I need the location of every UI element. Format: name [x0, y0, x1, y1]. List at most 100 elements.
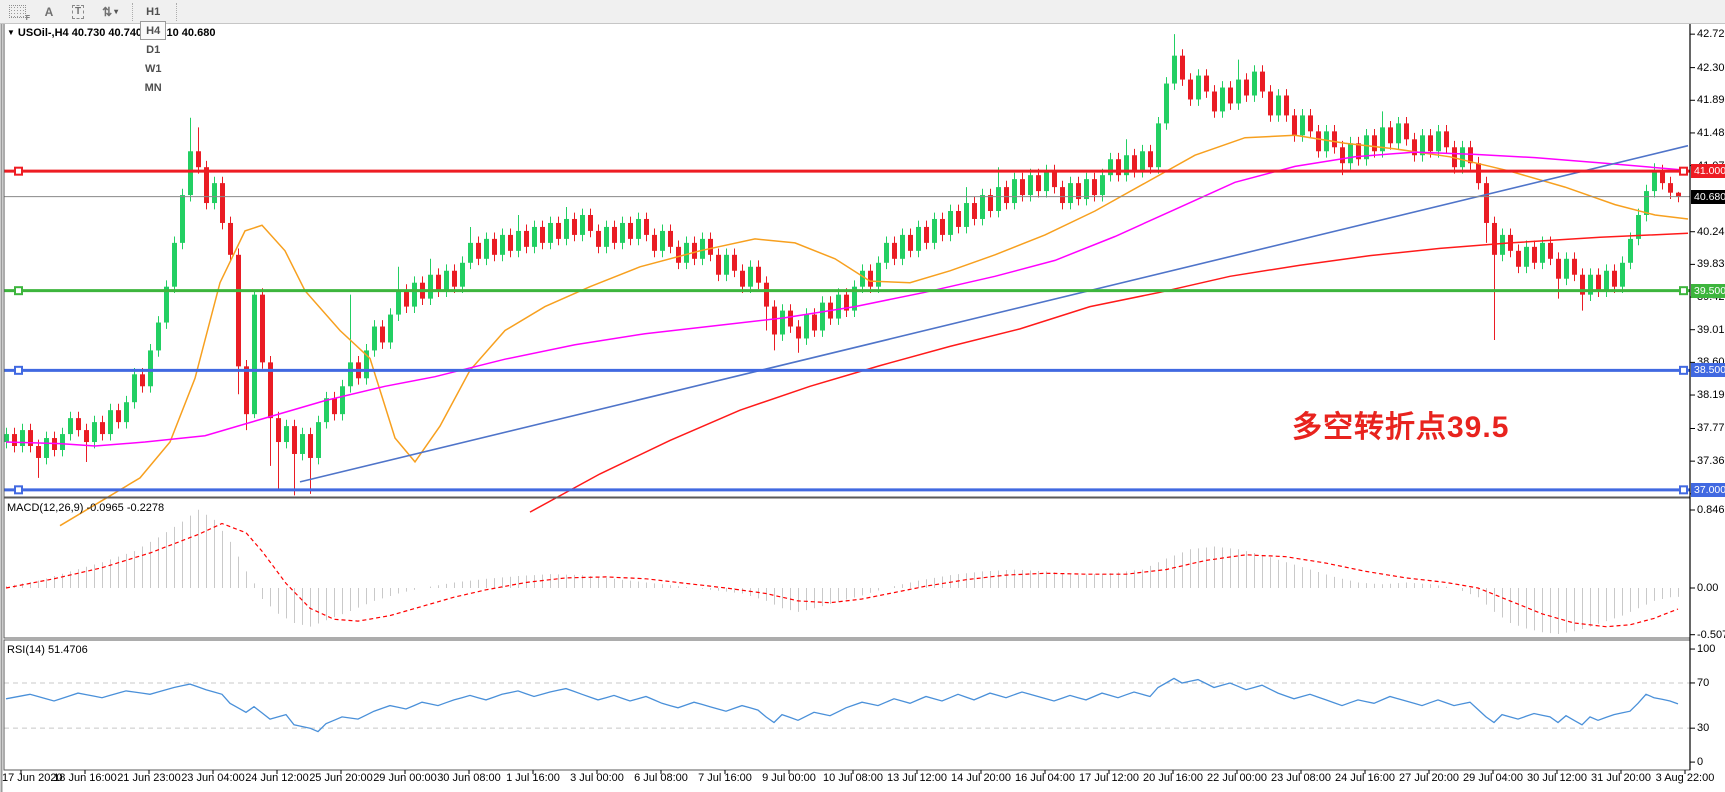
candle-up: [1524, 246, 1529, 267]
candle-up: [68, 418, 73, 435]
dropdown-triangle-icon[interactable]: ▼: [7, 28, 15, 37]
timeframe-button-mn[interactable]: MN: [140, 78, 166, 97]
macd-tick-label: -0.5072: [1697, 628, 1725, 641]
candle-down: [1404, 123, 1409, 140]
macd-tick-label: 0.00: [1697, 581, 1719, 594]
candle-down: [708, 238, 713, 255]
candle-up: [396, 290, 401, 315]
candle-down: [508, 234, 513, 251]
candle-up: [620, 222, 625, 243]
candle-down: [204, 167, 209, 204]
symbol-header[interactable]: ▼ USOil-,H4 40.730 40.740 40.610 40.680: [7, 27, 215, 39]
candle-up: [388, 314, 393, 343]
candle-up: [636, 218, 641, 239]
candle-up: [372, 326, 377, 351]
candle-up: [1124, 155, 1129, 176]
candle-up: [156, 322, 161, 351]
candle-down: [1228, 87, 1233, 104]
macd-tick-label: 0.8467: [1697, 504, 1725, 516]
hline-handle[interactable]: [1679, 365, 1688, 375]
text-label-tool-button[interactable]: A: [37, 2, 61, 22]
timeframe-button-h4[interactable]: H4: [140, 21, 167, 40]
hline-handle[interactable]: [1679, 166, 1688, 176]
candle-down: [276, 418, 281, 443]
macd-histogram: [6, 509, 1679, 635]
candle-down: [1356, 143, 1361, 160]
time-label: 29 Jul 04:00: [1463, 772, 1523, 784]
symbol-ohlc-text: USOil-,H4 40.730 40.740 40.610 40.680: [17, 27, 216, 39]
time-label: 27 Jul 20:00: [1399, 772, 1459, 784]
candle-up: [724, 254, 729, 275]
candle-up: [1604, 270, 1609, 291]
candle-down: [492, 238, 497, 255]
candle-up: [124, 402, 129, 423]
candle-up: [1140, 151, 1145, 172]
candle-down: [1492, 222, 1497, 255]
hline-handle[interactable]: [14, 365, 23, 375]
candle-down: [692, 242, 697, 259]
candle-down: [628, 222, 633, 239]
candle-down: [1676, 192, 1681, 197]
timeframe-button-h1[interactable]: H1: [140, 2, 166, 21]
candle-down: [292, 426, 297, 454]
hline-handle[interactable]: [1679, 485, 1688, 495]
candle-up: [1276, 95, 1281, 116]
hline-handle[interactable]: [14, 485, 23, 495]
price-tick-label: 39.010: [1697, 323, 1725, 336]
rsi-line: [5, 677, 1679, 733]
hline-handle[interactable]: [1679, 286, 1688, 296]
candle-down: [220, 183, 225, 223]
time-label: 1 Jul 16:00: [506, 772, 560, 784]
templates-grid-tool-button[interactable]: F: [2, 2, 33, 22]
candle-up: [1644, 191, 1649, 215]
candle-down: [84, 430, 89, 443]
candle-up: [1628, 238, 1633, 263]
candle-down: [644, 218, 649, 235]
candle-up: [348, 362, 353, 387]
candle-down: [1036, 175, 1041, 192]
time-label: 13 Jul 12:00: [887, 772, 947, 784]
macd-indicator-label: MACD(12,26,9) -0.0965 -0.2278: [7, 502, 165, 514]
candle-down: [812, 314, 817, 331]
candle-up: [164, 286, 169, 323]
candle-down: [1484, 183, 1489, 223]
candle-up: [316, 422, 321, 458]
time-label: 16 Jul 04:00: [1015, 772, 1075, 784]
candle-down: [1188, 79, 1193, 100]
candle-down: [844, 294, 849, 311]
hline-handle[interactable]: [14, 166, 23, 176]
candle-down: [1532, 246, 1537, 263]
candle-down: [1660, 171, 1665, 184]
candle-up: [20, 430, 25, 447]
cycle-arrows-tool-button[interactable]: ⇅ ▾: [95, 2, 125, 22]
candle-up: [1164, 83, 1169, 124]
candle-down: [1212, 91, 1217, 112]
price-tick-label: 41.890: [1697, 94, 1725, 107]
candle-down: [1132, 155, 1137, 172]
candle-down: [1516, 250, 1521, 267]
candle-up: [580, 214, 585, 235]
candle-up: [932, 218, 937, 243]
hline-handle[interactable]: [14, 286, 23, 296]
time-label: 31 Jul 20:00: [1591, 772, 1651, 784]
time-label: 18 Jun 16:00: [53, 772, 117, 784]
candle-up: [1460, 147, 1465, 168]
candle-down: [36, 446, 41, 458]
chart-region[interactable]: ▼ USOil-,H4 40.730 40.740 40.610 40.680 M…: [0, 22, 1725, 792]
candle-down: [588, 214, 593, 231]
timeframe-button-w1[interactable]: W1: [140, 59, 166, 78]
candle-down: [1308, 115, 1313, 132]
time-label: 10 Jul 08:00: [823, 772, 883, 784]
time-label: 17 Jul 12:00: [1079, 772, 1139, 784]
time-label: 30 Jun 08:00: [437, 772, 501, 784]
candle-down: [308, 434, 313, 458]
text-box-tool-button[interactable]: T: [65, 2, 91, 22]
timeframe-button-d1[interactable]: D1: [140, 40, 166, 59]
chart-annotation[interactable]: 多空转折点39.5: [1292, 411, 1510, 444]
candle-up: [132, 374, 137, 403]
candle-up: [1252, 71, 1257, 96]
candle-down: [1556, 258, 1561, 279]
candle-up: [172, 242, 177, 287]
